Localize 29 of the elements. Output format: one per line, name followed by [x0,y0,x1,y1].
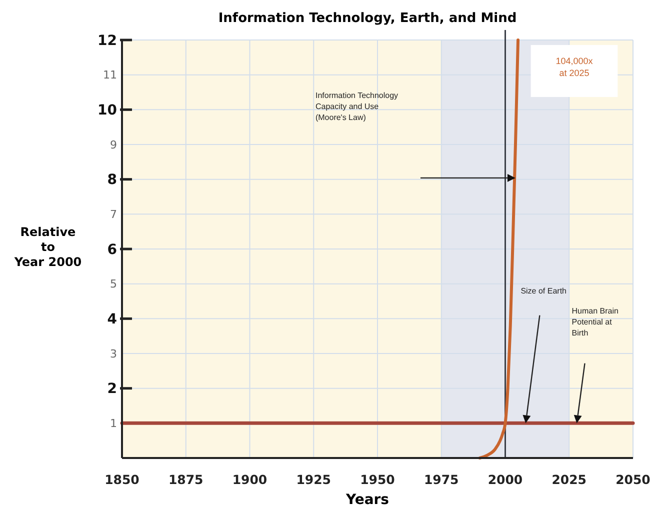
x-tick-label: 1900 [232,472,268,487]
y-axis-title: Relative to Year 2000 [13,225,82,269]
y-tick-label: 9 [110,138,117,152]
x-tick-label: 2025 [552,472,587,487]
line-series [478,38,520,460]
x-axis-title: Years [344,492,390,508]
x-tick-label: 1850 [104,472,140,487]
chart-title: Information Technology, Earth, and Mind [218,11,517,26]
y-tick-label: 3 [110,347,117,360]
x-tick-label: 2050 [616,472,651,487]
y-tick-label: 2 [107,381,117,398]
x-tick-label: 1925 [296,472,332,487]
y-tick-label: 7 [110,208,117,222]
y-tick-label: 1 [110,417,117,430]
y-tick-label: 10 [98,102,118,119]
y-tick-label: 6 [107,242,117,258]
y-tick-label: 11 [103,68,117,82]
annotation: 104,000x at 2025 [556,56,594,78]
annotation: Information Technology Capacity and Use (Moore's Law) [315,90,398,122]
x-tick-label: 2000 [488,472,523,487]
x-tick-label: 1875 [168,472,204,487]
x-tick-label: 1975 [424,472,459,487]
annotation: Size of Earth [520,286,567,296]
x-tick-label: 1950 [360,472,396,487]
y-tick-label: 8 [107,172,117,188]
y-tick-label: 4 [107,312,118,328]
y-tick-label: 5 [110,278,117,291]
annotation: Human Brain Potential at Birth [572,306,618,338]
y-tick-label: 12 [98,32,117,49]
